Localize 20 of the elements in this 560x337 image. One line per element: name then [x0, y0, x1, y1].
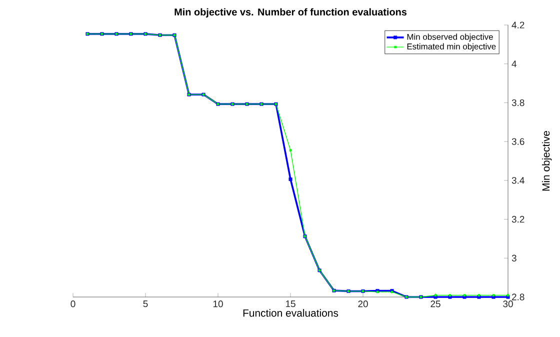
chart-title: Min objective vs. Number of function evaluations: [174, 8, 407, 18]
x-tick-label: 0: [70, 300, 76, 308]
x-axis-title: Function evaluations: [243, 309, 338, 317]
y-tick-label: 3.6: [512, 138, 524, 145]
y-tick-label: 2.8: [512, 294, 524, 300]
x-tick-label: 15: [286, 300, 296, 308]
x-tick-label: 10: [213, 300, 223, 308]
y-tick-label: 4.2: [512, 22, 524, 28]
x-tick-label: 30: [503, 300, 513, 308]
y-tick-label: 3.8: [512, 99, 524, 106]
x-tick-label: 25: [430, 300, 440, 308]
x-tick-label: 5: [143, 300, 148, 308]
legend-label: Min observed objective: [407, 34, 493, 42]
y-tick-label: 3.2: [512, 216, 524, 223]
x-tick-label: 20: [358, 300, 368, 308]
y-tick-label: 3.4: [512, 177, 524, 184]
y-tick-label: 3: [512, 254, 516, 262]
y-tick-label: 4: [512, 60, 517, 68]
legend-label: Estimated min objective: [407, 43, 496, 52]
y-axis-title: Min objective: [542, 130, 552, 191]
